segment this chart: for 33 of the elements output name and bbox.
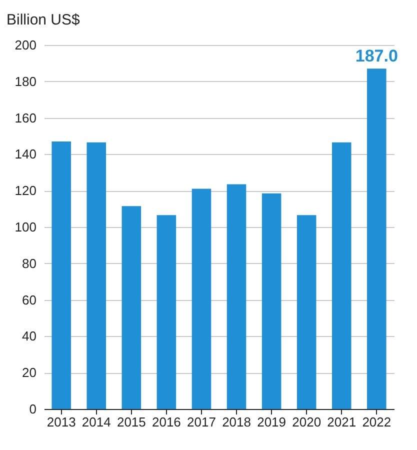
x-tick-label: 2016 bbox=[152, 414, 181, 430]
bar bbox=[156, 215, 176, 409]
x-tick-label: 2021 bbox=[327, 414, 356, 430]
x-tick-label: 2020 bbox=[292, 414, 322, 430]
bar bbox=[192, 188, 212, 409]
y-tick-label: 100 bbox=[14, 220, 36, 234]
x-tick-label: 2017 bbox=[187, 414, 216, 430]
bar bbox=[296, 215, 316, 409]
x-tick-label: 2014 bbox=[82, 414, 111, 430]
bar bbox=[332, 142, 352, 409]
x-tick-label: 2013 bbox=[46, 414, 76, 430]
x-tick-label: 2022 bbox=[362, 414, 392, 430]
y-axis-title: Billion US$ bbox=[6, 12, 81, 28]
y-tick-label: 160 bbox=[14, 110, 36, 126]
data-label: 187.0 bbox=[355, 46, 398, 66]
bar bbox=[226, 184, 246, 409]
bar bbox=[122, 206, 142, 409]
bar bbox=[262, 193, 282, 409]
bar bbox=[367, 68, 386, 409]
y-tick-label: 40 bbox=[22, 328, 36, 344]
y-tick-label: 20 bbox=[22, 365, 36, 380]
y-tick-label: 0 bbox=[29, 402, 36, 416]
bar bbox=[52, 141, 71, 409]
bar bbox=[86, 142, 106, 409]
y-tick-label: 60 bbox=[22, 292, 36, 308]
x-tick-label: 2015 bbox=[116, 414, 146, 430]
y-tick-label: 120 bbox=[14, 183, 36, 198]
y-tick-label: 200 bbox=[14, 38, 36, 52]
y-tick-label: 180 bbox=[14, 74, 36, 89]
y-tick-label: 80 bbox=[22, 256, 36, 271]
x-tick-label: 2018 bbox=[222, 414, 251, 430]
x-tick-label: 2019 bbox=[257, 414, 286, 430]
y-tick-label: 140 bbox=[14, 146, 36, 162]
